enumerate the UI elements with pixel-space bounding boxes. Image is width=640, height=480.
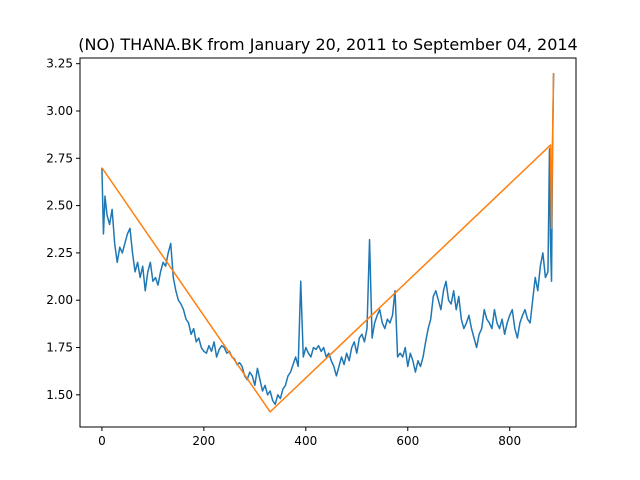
series-line-1 bbox=[101, 73, 555, 406]
x-axis: 0 200 400 600 800 bbox=[98, 427, 521, 448]
chart-title: (NO) THANA.BK from January 20, 2011 to S… bbox=[78, 35, 577, 54]
x-tick-label: 600 bbox=[396, 434, 419, 448]
y-tick-label: 2.00 bbox=[46, 293, 73, 307]
x-tick-label: 800 bbox=[498, 434, 521, 448]
y-tick-label: 2.50 bbox=[46, 199, 73, 213]
y-axis: 1.50 1.75 2.00 2.25 2.50 2.75 3.00 3.25 bbox=[46, 57, 80, 402]
y-tick-label: 1.50 bbox=[46, 388, 73, 402]
y-tick-label: 2.25 bbox=[46, 246, 73, 260]
series-line-2 bbox=[101, 73, 555, 413]
y-tick-label: 1.75 bbox=[46, 341, 73, 355]
y-tick-label: 3.00 bbox=[46, 104, 73, 118]
y-tick-label: 3.25 bbox=[46, 57, 73, 71]
x-tick-label: 200 bbox=[192, 434, 215, 448]
y-tick-label: 2.75 bbox=[46, 151, 73, 165]
x-tick-label: 0 bbox=[98, 434, 106, 448]
plot-frame bbox=[79, 57, 577, 428]
series-layer bbox=[101, 73, 555, 413]
x-tick-label: 400 bbox=[294, 434, 317, 448]
